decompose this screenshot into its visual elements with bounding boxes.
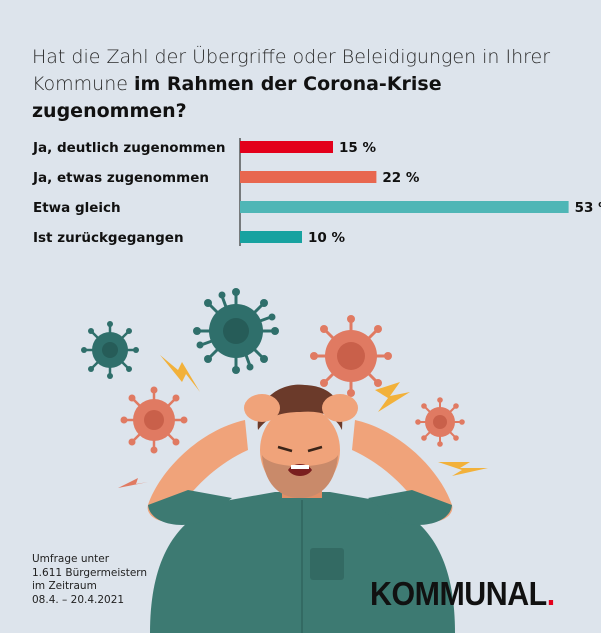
kommunal-logo: KOMMUNAL. (370, 575, 555, 613)
value-label: 10 % (308, 230, 345, 246)
title-line-1: Hat die Zahl der Übergriffe oder Beleidi… (32, 46, 551, 68)
virus-icon (120, 386, 188, 454)
bar (240, 141, 333, 153)
virus-icon (193, 288, 279, 374)
title-line-2-normal: Kommune (32, 73, 134, 95)
category-label: Etwa gleich (33, 200, 121, 216)
bar (240, 201, 569, 213)
source-line: 1.611 Bürgermeistern (32, 566, 148, 579)
bar (240, 231, 302, 243)
virus-icon (415, 397, 465, 447)
value-label: 15 % (339, 140, 376, 156)
bar (240, 171, 377, 183)
source-note: Umfrage unter 1.611 Bürgermeistern im Ze… (32, 553, 147, 607)
source-line: im Zeitraum (32, 580, 97, 592)
logo-text: KOMMUNAL (370, 575, 547, 612)
logo-dot: . (546, 575, 555, 612)
value-label: 22 % (382, 170, 419, 186)
category-label: Ja, etwas zugenommen (32, 170, 209, 186)
category-label: Ist zurückgegangen (33, 230, 184, 246)
source-line: 08.4. – 20.4.2021 (32, 593, 125, 606)
category-label: Ja, deutlich zugenommen (32, 140, 226, 156)
title-line-2-bold: im Rahmen der Corona-Krise zugenommen? (32, 73, 442, 122)
value-label: 53 % (575, 200, 601, 216)
virus-icon (81, 321, 139, 379)
stressed-person-icon (147, 384, 455, 633)
virus-icon (310, 315, 392, 397)
bar-chart: Ja, deutlich zugenommen 15 % Ja, etwas zug… (32, 138, 601, 246)
chart-title: Hat die Zahl der Übergriffe oder Beleidi… (32, 44, 592, 125)
source-line: Umfrage unter (32, 553, 110, 565)
